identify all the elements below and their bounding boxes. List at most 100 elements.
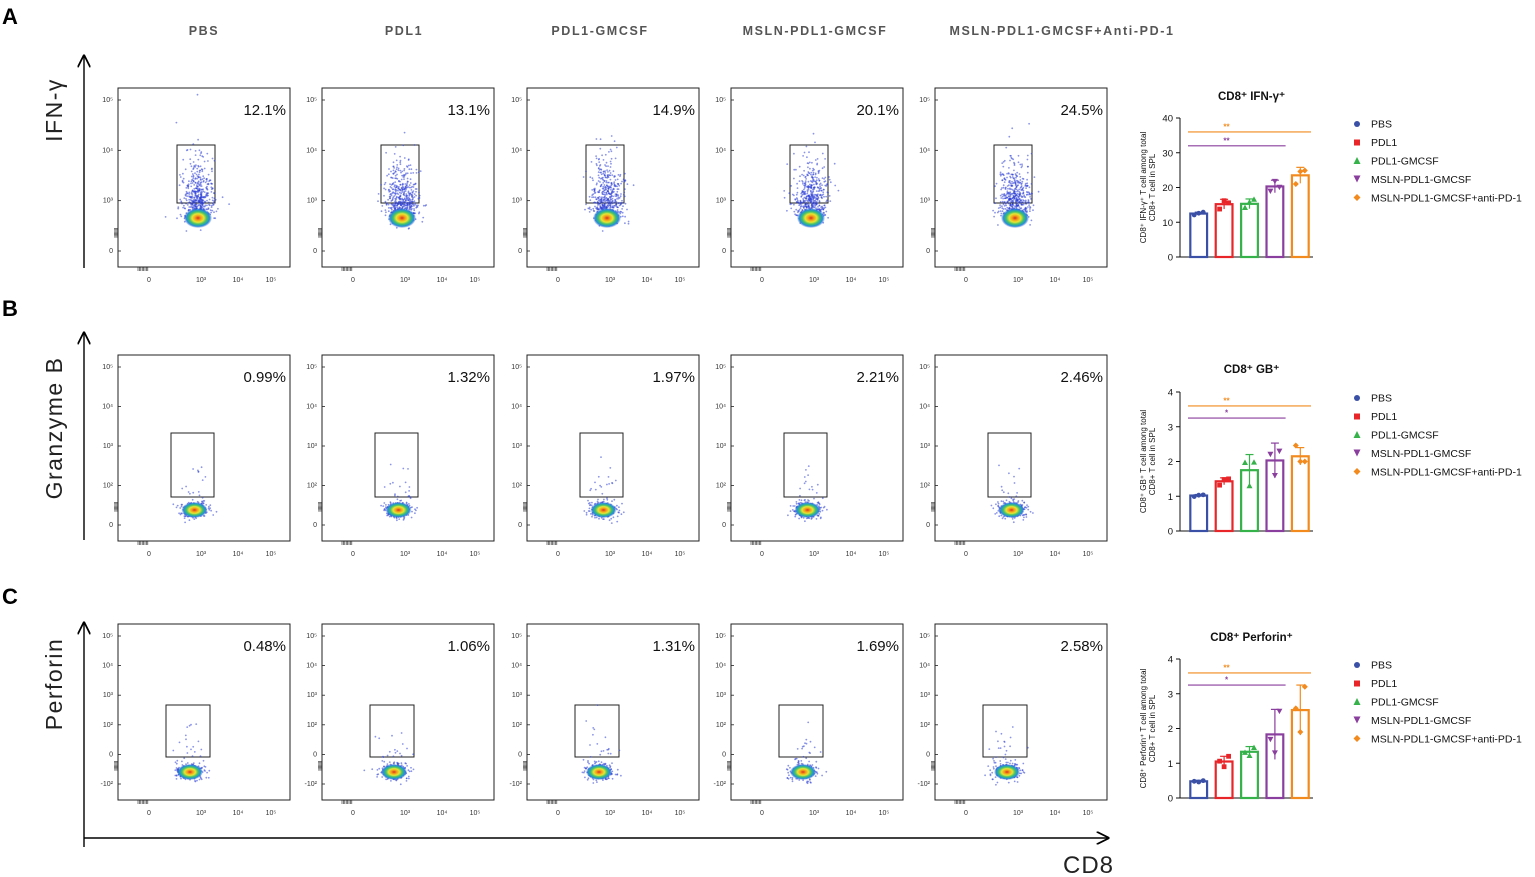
flow-event [618, 511, 620, 514]
flow-event [185, 192, 188, 195]
flow-event [199, 755, 202, 758]
flow-event [208, 180, 211, 183]
flow-event [802, 193, 805, 195]
flow-x-tick-label: 0 [556, 551, 560, 558]
flow-event [796, 182, 798, 185]
flow-event [596, 500, 599, 503]
flow-event [406, 747, 408, 750]
flow-event [803, 187, 806, 189]
flow-event [387, 210, 390, 213]
flow-event [621, 211, 624, 214]
flow-y-tick-label: 10⁵ [102, 633, 113, 640]
flow-event [598, 165, 601, 167]
flow-event [600, 171, 602, 174]
flow-event [598, 167, 600, 170]
flow-event [179, 213, 182, 216]
flow-event [405, 762, 407, 765]
flow-event [1020, 199, 1022, 201]
flow-event [180, 505, 183, 508]
flow-event [192, 191, 195, 193]
flow-event [999, 204, 1001, 207]
flow-event [412, 196, 414, 199]
flow-event [403, 131, 406, 134]
flow-x-tick-label: 10³ [400, 810, 411, 817]
flow-event [1005, 204, 1007, 207]
flow-event [1003, 200, 1006, 203]
flow-event [800, 191, 803, 194]
flow-event [595, 198, 598, 201]
flow-event [816, 162, 819, 165]
flow-y-tick-label: 10⁴ [306, 404, 317, 411]
flow-event [192, 179, 194, 182]
flow-event [600, 201, 603, 203]
flow-event [799, 200, 802, 203]
flow-event [786, 163, 789, 166]
flow-event [808, 199, 811, 202]
flow-event [1030, 219, 1033, 222]
flow-x-tick-label: 10⁵ [675, 277, 686, 284]
flow-event [407, 227, 410, 230]
flow-event [208, 198, 211, 201]
flow-event [1031, 192, 1033, 195]
flow-event [1006, 200, 1009, 203]
flow-x-tick-label: 0 [351, 810, 355, 817]
flow-event [605, 184, 608, 187]
flow-event [407, 199, 410, 202]
flow-event [189, 158, 192, 161]
flow-y-tick-label: 10⁴ [306, 663, 317, 670]
flow-event [1028, 204, 1030, 207]
flow-event [396, 498, 399, 501]
flow-event [202, 202, 205, 205]
flow-event [599, 138, 602, 141]
flow-event [200, 777, 202, 780]
flow-event [825, 200, 828, 203]
flow-x-tick-label: 0 [147, 551, 151, 558]
flow-event [599, 168, 602, 171]
flow-event [390, 780, 392, 782]
flow-event [1037, 190, 1040, 193]
flow-event [174, 761, 177, 764]
flow-y-tick-label: -10² [101, 781, 114, 788]
flow-event [405, 780, 408, 782]
flow-event [206, 199, 208, 202]
flow-event [206, 152, 209, 155]
flow-gate [574, 704, 620, 758]
flow-event [399, 161, 402, 164]
flow-event [395, 159, 398, 162]
flow-event [406, 186, 408, 189]
flow-event [395, 779, 398, 782]
flow-event [815, 518, 818, 520]
flow-event [419, 170, 422, 173]
flow-event [614, 157, 617, 160]
flow-event [406, 182, 408, 185]
flow-event [175, 121, 178, 124]
flow-event [191, 755, 194, 758]
flow-event [195, 195, 198, 197]
flow-density [363, 732, 415, 786]
flow-event [1002, 161, 1005, 163]
flow-event [995, 503, 997, 506]
flow-gate-percent: 24.5% [1060, 102, 1103, 119]
flow-event [407, 191, 410, 194]
flow-event [401, 170, 404, 173]
flow-event [1025, 187, 1027, 190]
flow-event [596, 164, 598, 167]
flow-y-tick-label: 10³ [716, 443, 727, 450]
flow-event [808, 172, 810, 174]
flow-event [613, 201, 615, 204]
flow-event [614, 198, 616, 201]
flow-event [598, 190, 601, 192]
flow-event [201, 178, 204, 181]
flow-event [217, 207, 219, 210]
flow-event [188, 724, 191, 727]
flow-event [176, 759, 179, 762]
flow-event [196, 93, 199, 96]
flow-event [602, 159, 605, 161]
flow-event [593, 210, 596, 213]
flow-event [1021, 165, 1024, 167]
flow-event [596, 781, 598, 783]
flow-event [412, 172, 415, 174]
flow-x-tick-label: 10⁴ [233, 810, 244, 817]
flow-event [594, 516, 596, 519]
flow-event [810, 171, 813, 174]
